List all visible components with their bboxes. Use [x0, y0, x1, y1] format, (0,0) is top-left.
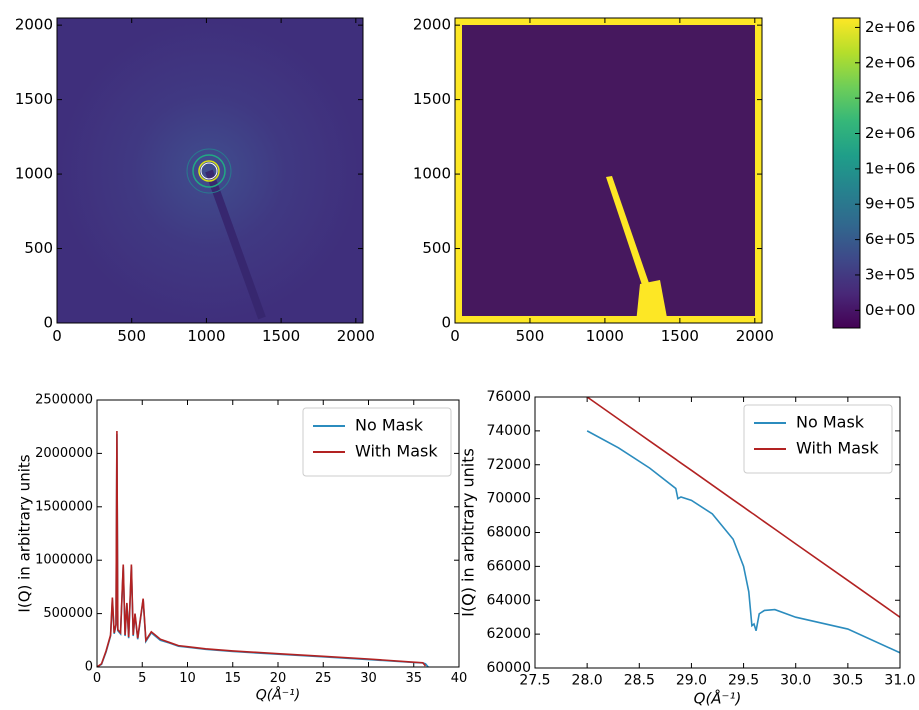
y-tick-label: 70000	[486, 491, 531, 507]
y-tick-label: 1000000	[35, 553, 93, 568]
y-tick-label: 76000	[486, 389, 531, 405]
colorbar-tick-label: 2e+06	[865, 18, 915, 36]
colorbar-tick-label: 1e+06	[865, 159, 915, 177]
x-tick-label: 1000	[187, 327, 225, 345]
x-tick-label: 28.0	[572, 673, 603, 689]
y-tick-label: 72000	[486, 457, 531, 473]
y-tick-label: 2500000	[35, 393, 93, 408]
x-tick-label: 27.5	[519, 673, 550, 689]
x-tick-label: 30.0	[780, 673, 811, 689]
y-tick-label: 2000	[15, 16, 53, 34]
y-tick-label: 62000	[486, 626, 531, 642]
legend-label: No Mask	[355, 416, 424, 435]
x-tick-label: 500	[516, 327, 545, 345]
y-tick-label: 0	[85, 660, 93, 675]
x-tick-label: 30.5	[832, 673, 863, 689]
x-tick-label: 40	[451, 671, 468, 686]
x-tick-label: 29.0	[676, 673, 707, 689]
legend-label: No Mask	[796, 413, 865, 432]
colorbar-tick-label: 3e+05	[865, 265, 915, 283]
y-tick-label: 1500	[413, 90, 451, 108]
y-tick-label: 2000	[413, 16, 451, 34]
x-tick-label: 31.0	[884, 673, 915, 689]
x-tick-label: 10	[179, 671, 196, 686]
mask-image	[455, 18, 762, 323]
y-tick-label: 1000	[413, 165, 451, 183]
y-tick-label: 64000	[486, 592, 531, 608]
y-tick-label: 68000	[486, 525, 531, 541]
y-axis-label: I(Q) in arbitrary units	[16, 454, 34, 612]
y-tick-label: 66000	[486, 558, 531, 574]
legend-label: With Mask	[355, 442, 438, 461]
x-tick-label: 2000	[337, 327, 375, 345]
x-tick-label: 15	[224, 671, 241, 686]
colorbar	[832, 17, 861, 329]
x-axis-label: Q(Å⁻¹)	[694, 688, 742, 707]
colorbar-tick-label: 6e+05	[865, 230, 915, 248]
detector-image	[57, 18, 363, 323]
series-line	[97, 430, 427, 667]
colorbar-tick-label: 2e+06	[865, 53, 915, 71]
x-tick-label: 35	[405, 671, 422, 686]
plot-frame	[56, 17, 364, 324]
x-tick-label: 1000	[586, 327, 624, 345]
series-line	[586, 430, 900, 654]
plot-frame	[96, 399, 460, 668]
x-tick-label: 5	[138, 671, 146, 686]
y-tick-label: 1500	[15, 90, 53, 108]
y-axis-label: I(Q) in arbitrary units	[459, 448, 478, 617]
x-tick-label: 0	[93, 671, 101, 686]
y-tick-label: 0	[43, 314, 53, 332]
colorbar-tick-label: 9e+05	[865, 195, 915, 213]
colorbar-tick-label: 2e+06	[865, 89, 915, 107]
x-axis-label: Q(Å⁻¹)	[256, 687, 301, 704]
colorbar-tick-label: 2e+06	[865, 124, 915, 142]
x-tick-label: 500	[117, 327, 146, 345]
y-tick-label: 500	[24, 239, 53, 257]
x-tick-label: 1500	[661, 327, 699, 345]
plot-frame	[534, 396, 901, 669]
x-tick-label: 0	[52, 327, 62, 345]
x-tick-label: 30	[360, 671, 377, 686]
y-tick-label: 1500000	[35, 499, 93, 514]
x-tick-label: 25	[315, 671, 332, 686]
legend-label: With Mask	[796, 439, 879, 458]
x-tick-label: 28.5	[624, 673, 655, 689]
x-tick-label: 29.5	[728, 673, 759, 689]
y-tick-label: 0	[441, 314, 451, 332]
y-tick-label: 74000	[486, 423, 531, 439]
y-tick-label: 2000000	[35, 446, 93, 461]
series-line	[586, 397, 900, 618]
y-tick-label: 500	[422, 239, 451, 257]
y-tick-label: 1000	[15, 165, 53, 183]
y-tick-label: 500000	[43, 606, 93, 621]
x-tick-label: 2000	[736, 327, 774, 345]
x-tick-label: 1500	[262, 327, 300, 345]
x-tick-label: 20	[270, 671, 287, 686]
x-tick-label: 0	[450, 327, 460, 345]
plot-frame	[454, 17, 763, 324]
colorbar-tick-label: 0e+00	[865, 301, 915, 319]
y-tick-label: 60000	[486, 660, 531, 676]
